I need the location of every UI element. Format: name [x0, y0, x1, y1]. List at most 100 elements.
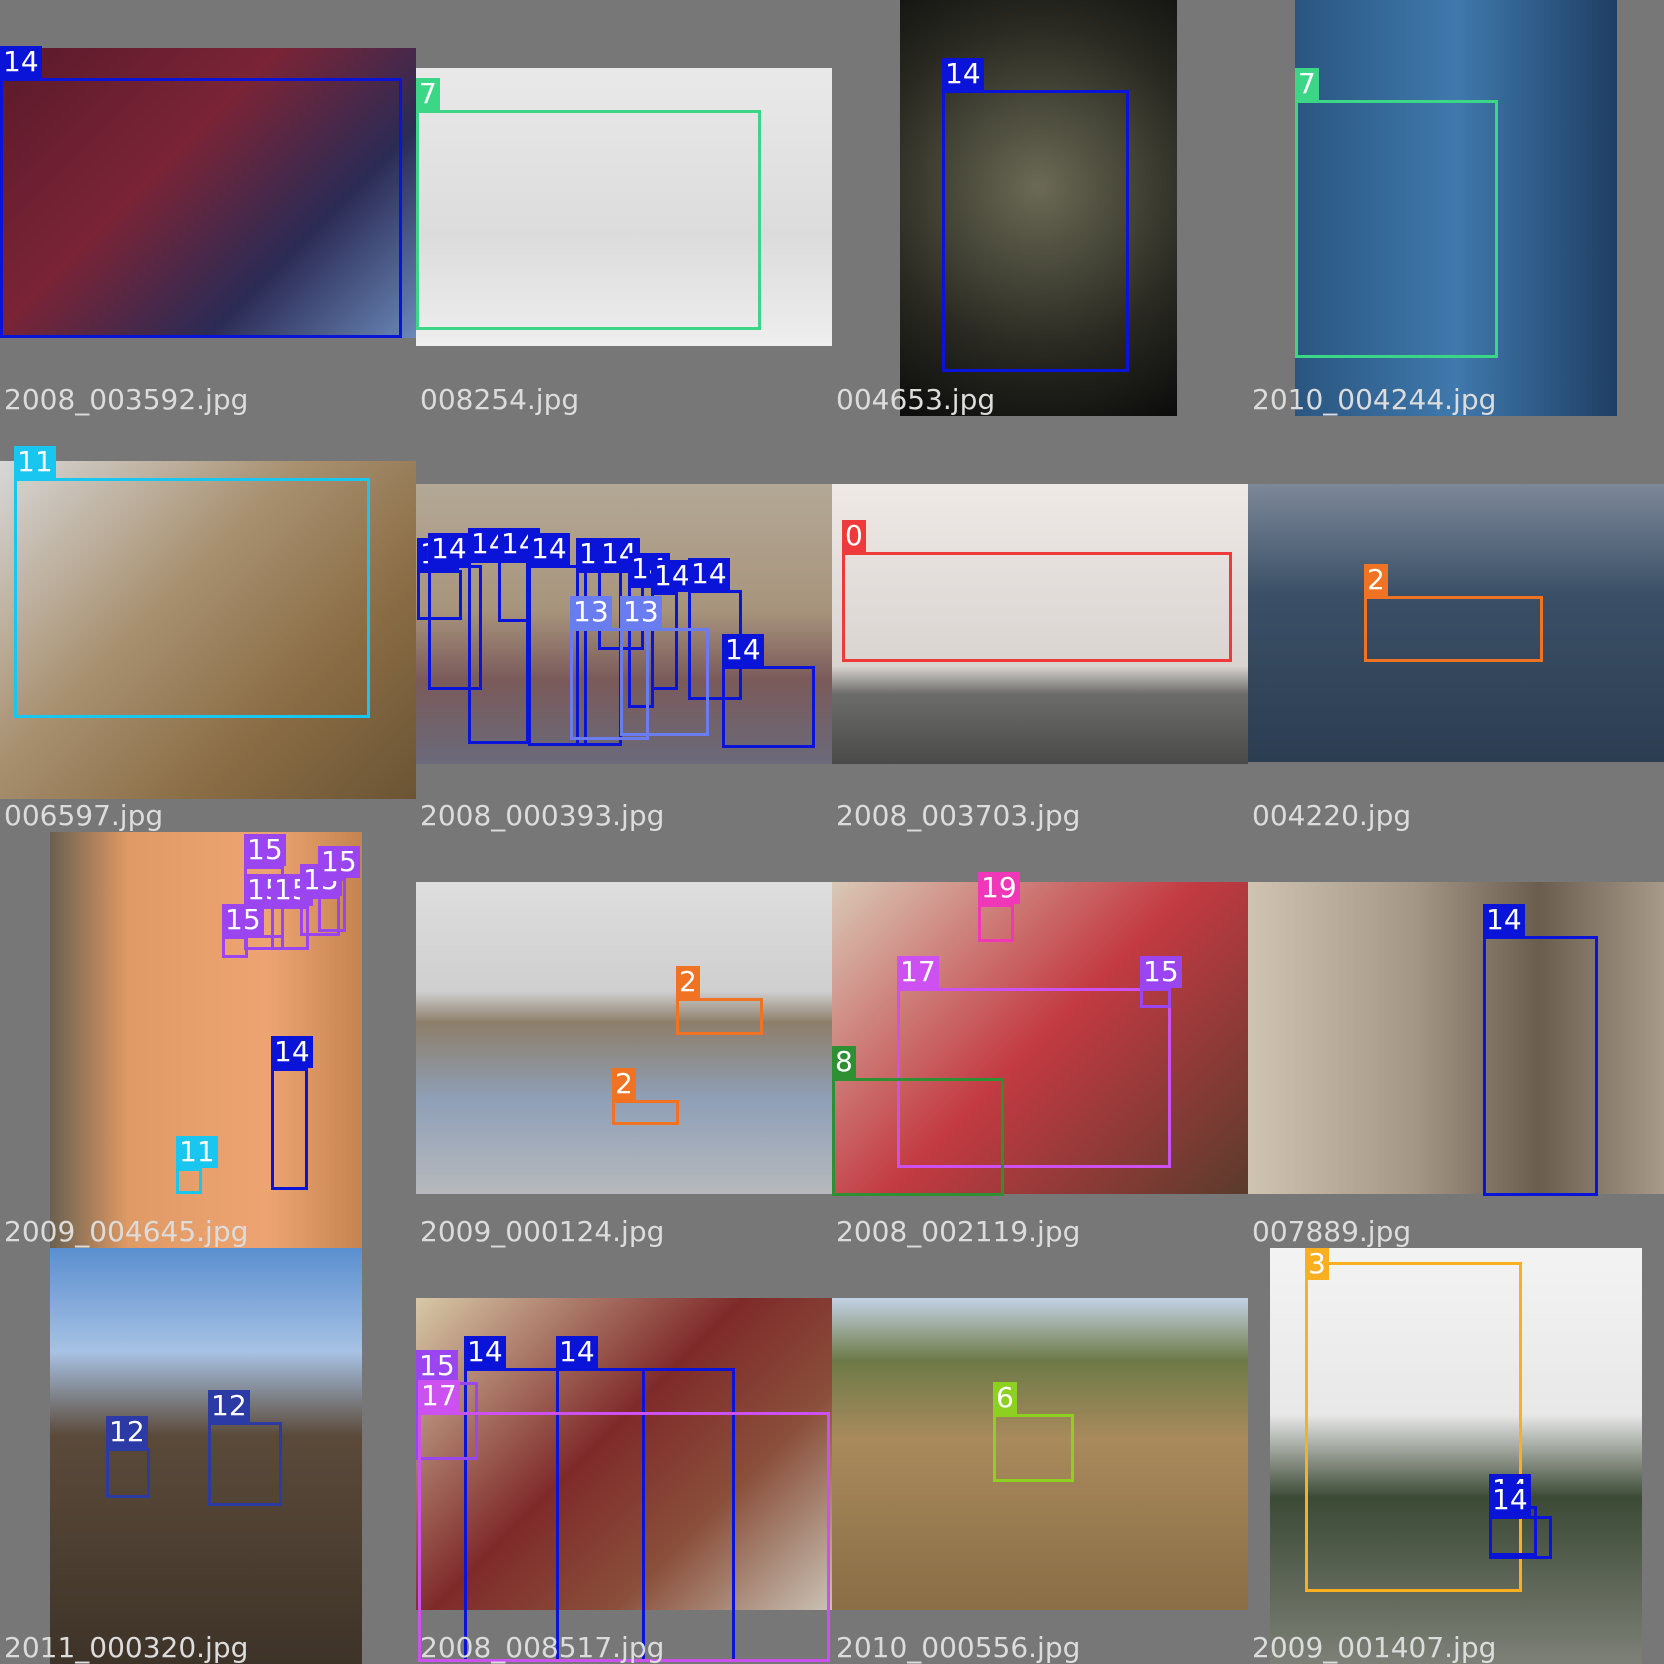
bounding-box — [106, 1448, 150, 1498]
bounding-box — [318, 878, 346, 932]
class-label: 13 — [570, 596, 612, 628]
class-label: 11 — [14, 446, 56, 478]
bounding-box — [570, 628, 649, 740]
class-label: 17 — [897, 956, 939, 988]
class-label: 14 — [942, 58, 984, 90]
class-label: 8 — [832, 1046, 856, 1078]
class-label: 13 — [620, 596, 662, 628]
class-label: 12 — [208, 1390, 250, 1422]
bounding-box — [1305, 1262, 1522, 1592]
bounding-box — [271, 1068, 308, 1190]
bounding-box — [832, 1078, 1004, 1196]
class-label: 2 — [676, 966, 700, 998]
class-label: 2 — [1364, 564, 1388, 596]
bounding-box — [993, 1414, 1074, 1482]
image-tile: 14 14 15 17 2008_008517.jpg — [416, 1248, 832, 1664]
image-tile: 15 15 15 15 15 15 14 11 2009_004645.jpg — [0, 832, 416, 1248]
filename-label: 006597.jpg — [4, 799, 164, 832]
class-label: 12 — [106, 1416, 148, 1448]
class-label: 3 — [1305, 1248, 1329, 1280]
bounding-box — [14, 478, 370, 718]
image-tile: 2 004220.jpg — [1248, 416, 1664, 832]
class-label: 14 — [1483, 904, 1525, 936]
photo — [50, 1248, 362, 1664]
image-tile: 12 12 2011_000320.jpg — [0, 1248, 416, 1664]
bounding-box — [612, 1100, 679, 1125]
class-label: 19 — [978, 872, 1020, 904]
bounding-box — [1483, 936, 1598, 1196]
class-label: 15 — [222, 904, 264, 936]
bounding-box — [222, 936, 248, 958]
bounding-box — [942, 90, 1129, 372]
filename-label: 2008_008517.jpg — [420, 1631, 665, 1664]
class-label: 0 — [842, 520, 866, 552]
filename-label: 2009_001407.jpg — [1252, 1631, 1497, 1664]
bounding-box — [416, 110, 761, 330]
class-label: 15 — [416, 1350, 458, 1382]
image-tile: 11 006597.jpg — [0, 416, 416, 832]
image-tile: 314142009_001407.jpg — [1248, 1248, 1664, 1664]
photo — [416, 68, 832, 346]
image-tile: 141414141414141414141313142008_000393.jp… — [416, 416, 832, 832]
filename-label: 2008_002119.jpg — [836, 1215, 1081, 1248]
bounding-box — [176, 1168, 202, 1194]
image-tile: 19 17 15 8 2008_002119.jpg — [832, 832, 1248, 1248]
filename-label: 2011_000320.jpg — [4, 1631, 249, 1664]
bounding-box — [418, 1412, 830, 1662]
bounding-box — [620, 628, 709, 736]
bounding-box — [208, 1422, 282, 1506]
bounding-box — [1489, 1516, 1552, 1559]
bounding-box — [498, 560, 529, 622]
filename-label: 007889.jpg — [1252, 1215, 1412, 1248]
filename-label: 004220.jpg — [1252, 799, 1412, 832]
filename-label: 2010_000556.jpg — [836, 1631, 1081, 1664]
class-label: 14 — [1489, 1484, 1531, 1516]
bounding-box — [528, 565, 587, 746]
photo — [832, 484, 1248, 764]
photo — [0, 461, 416, 799]
bounding-box — [1140, 988, 1171, 1008]
filename-label: 2009_004645.jpg — [4, 1215, 249, 1248]
image-tile: 14 2008_003592.jpg — [0, 0, 416, 416]
class-label: 15 — [1140, 956, 1182, 988]
bounding-box — [651, 592, 678, 690]
bounding-box — [271, 906, 309, 950]
class-label: 7 — [1295, 68, 1319, 100]
bounding-box — [978, 904, 1014, 942]
bounding-box — [428, 565, 482, 690]
class-label: 14 — [0, 46, 42, 78]
photo — [1248, 484, 1664, 762]
bounding-box — [417, 570, 462, 620]
class-label: 14 — [556, 1336, 598, 1368]
image-tile: 0 2008_003703.jpg — [832, 416, 1248, 832]
filename-label: 2008_003703.jpg — [836, 799, 1081, 832]
image-tile: 14 004653.jpg — [832, 0, 1248, 416]
bounding-box — [1364, 596, 1543, 662]
photo — [832, 882, 1248, 1194]
bounding-box — [842, 552, 1232, 662]
class-label: 14 — [722, 634, 764, 666]
class-label: 6 — [993, 1382, 1017, 1414]
class-label: 14 — [428, 533, 470, 565]
bounding-box — [676, 998, 763, 1035]
filename-label: 008254.jpg — [420, 383, 580, 416]
image-tile: 14 007889.jpg — [1248, 832, 1664, 1248]
bounding-box — [722, 666, 815, 748]
photo — [416, 882, 832, 1194]
photo — [1270, 1248, 1642, 1664]
class-label: 14 — [528, 533, 570, 565]
filename-label: 2008_000393.jpg — [420, 799, 665, 832]
filename-label: 004653.jpg — [836, 383, 996, 416]
bounding-box — [0, 78, 402, 338]
class-label: 17 — [418, 1380, 460, 1412]
class-label: 15 — [244, 834, 286, 866]
class-label: 14 — [464, 1336, 506, 1368]
class-label: 14 — [688, 558, 730, 590]
class-label: 7 — [416, 78, 440, 110]
image-tile: 7 2010_004244.jpg — [1248, 0, 1664, 416]
class-label: 15 — [318, 846, 360, 878]
filename-label: 2009_000124.jpg — [420, 1215, 665, 1248]
filename-label: 2008_003592.jpg — [4, 383, 249, 416]
image-tile: 6 2010_000556.jpg — [832, 1248, 1248, 1664]
filename-label: 2010_004244.jpg — [1252, 383, 1497, 416]
